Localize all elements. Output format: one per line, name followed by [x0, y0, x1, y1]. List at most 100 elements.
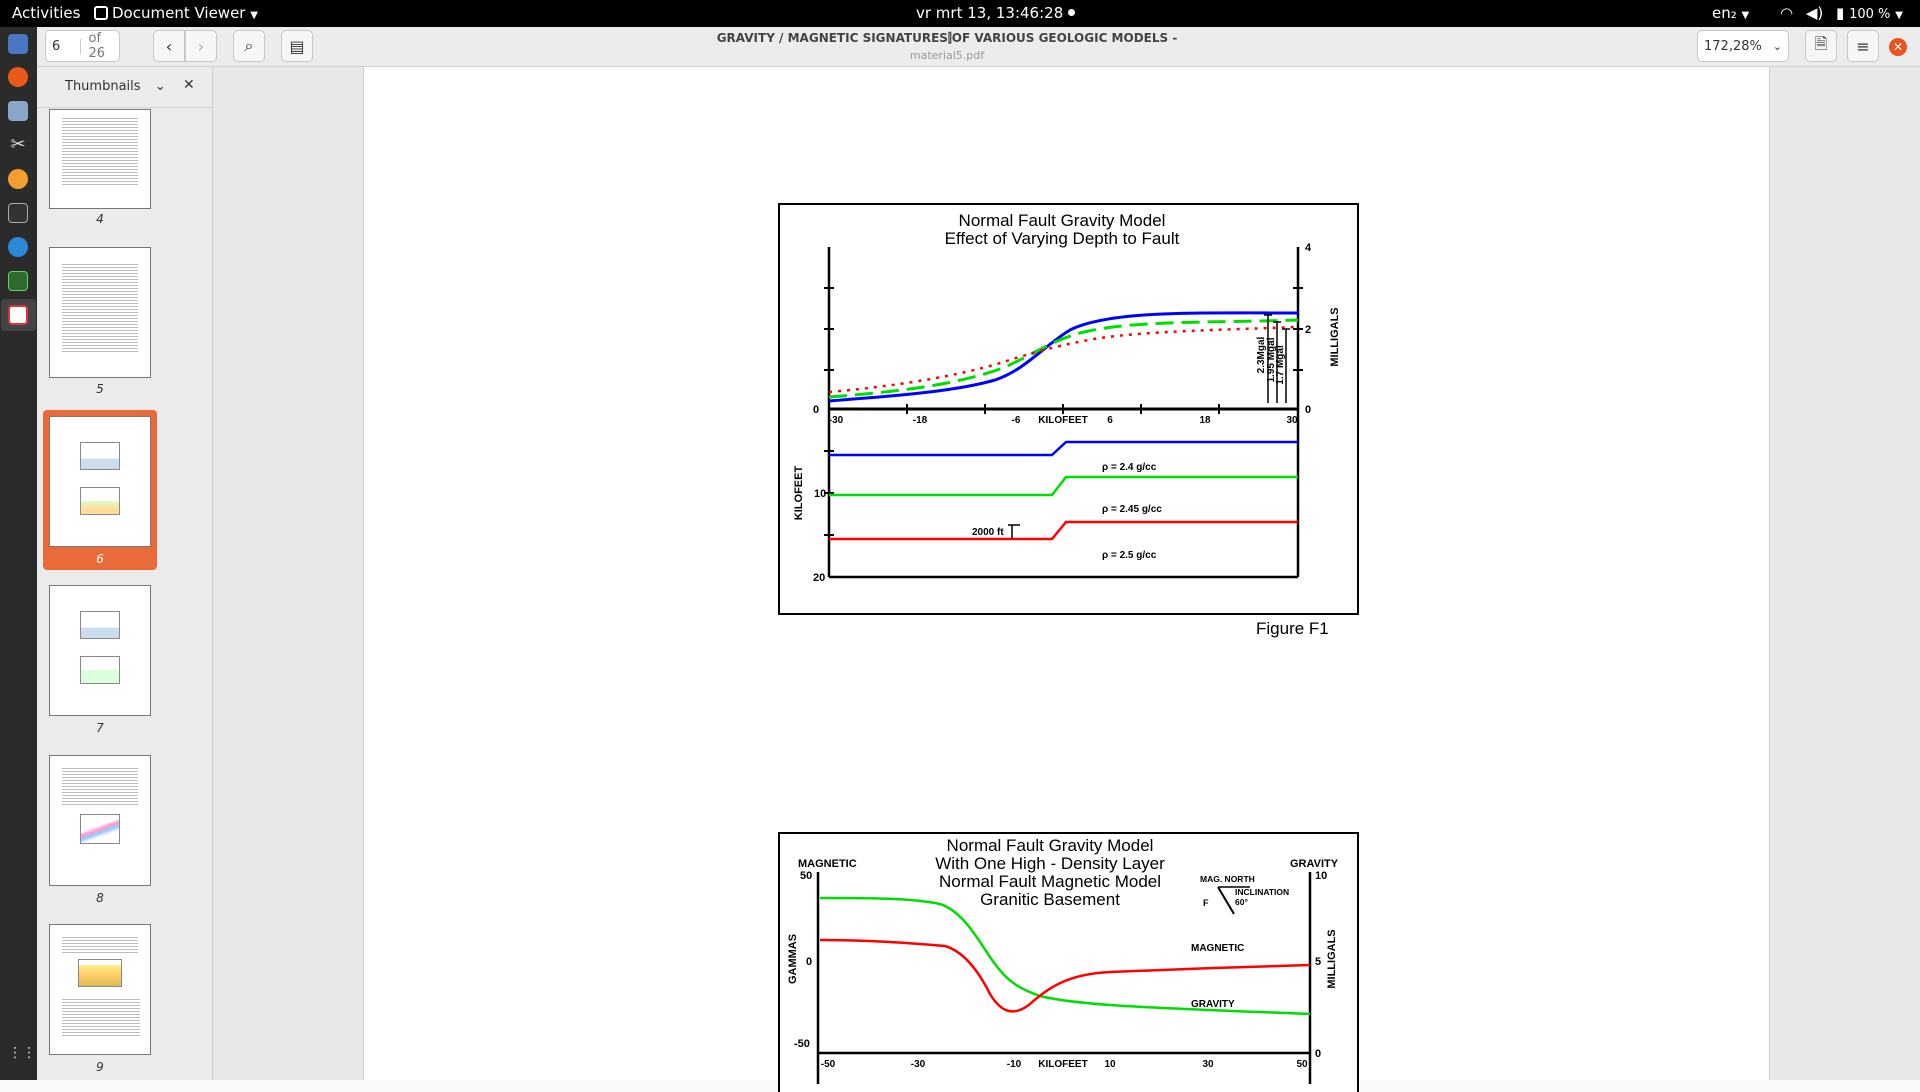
chevron-down-icon: ▼: [1895, 10, 1903, 21]
app-name: Document Viewer: [112, 4, 246, 22]
layer-blue: [829, 440, 1298, 457]
thumbnail-figure: [80, 611, 120, 639]
left-tick-label: -50: [794, 1038, 810, 1050]
magnetic-label: MAGNETIC: [798, 858, 857, 870]
input-source-menu[interactable]: en₂ ▼: [1712, 4, 1749, 22]
sidebar-mode-menu[interactable]: Thumbnails ⌄: [65, 79, 166, 94]
clock[interactable]: vr mrt 13, 13:46:28: [916, 4, 1076, 22]
layer-label: ρ = 2.4 g/cc: [1102, 462, 1157, 473]
left-tick-label: 0: [813, 404, 819, 416]
gravity-curve: [819, 896, 1311, 1016]
activities-button[interactable]: Activities: [12, 4, 81, 22]
system-top-bar: Activities Document Viewer ▼ vr mrt 13, …: [0, 0, 1920, 27]
tools-icon[interactable]: ✂: [10, 134, 26, 155]
clock-text: vr mrt 13, 13:46:28: [916, 4, 1064, 22]
document-view[interactable]: Normal Fault Gravity Model Effect of Var…: [213, 67, 1920, 1092]
left-axis-label: KILOFEET: [793, 466, 805, 521]
main-menu-button[interactable]: ≡: [1847, 30, 1879, 62]
mgal-brackets: [1264, 314, 1290, 403]
search-button[interactable]: ⌕: [233, 30, 265, 62]
x-tick-label: -50: [821, 1059, 836, 1070]
search-icon: ⌕: [244, 36, 254, 55]
thumbnail-page-8[interactable]: [49, 755, 151, 886]
thumbnail-text-block: [62, 262, 138, 354]
figure-f2: Normal Fault Gravity Model With One High…: [778, 832, 1359, 1092]
thumbnail-figure: [80, 814, 120, 844]
files-icon[interactable]: [8, 34, 28, 54]
terminal-icon[interactable]: [8, 203, 28, 223]
figure2-title-line: Normal Fault Magnetic Model: [939, 872, 1161, 891]
right-tick-label: 2: [1305, 324, 1311, 336]
x-axis-label: KILOFEET: [1038, 1059, 1087, 1070]
document-filename: material5.pdf: [909, 49, 985, 62]
system-status-menu[interactable]: ◠ ◀) ▮ 100 % ▼: [1780, 4, 1903, 22]
x-tick-label: 10: [1104, 1059, 1116, 1070]
open-with-button[interactable]: 🗎: [1805, 30, 1837, 62]
document-title: GRAVITY / MAGNETIC SIGNATURES⫿OF VARIOUS…: [716, 31, 1178, 45]
thumbnail-label: 5: [96, 382, 104, 396]
chat-icon[interactable]: [8, 237, 28, 257]
figure1-title: Normal Fault Gravity Model: [959, 211, 1166, 230]
app-icon[interactable]: [8, 169, 28, 189]
x-tick-label: 30: [1202, 1059, 1214, 1070]
close-icon: ✕: [183, 77, 195, 93]
x-tick-label: -18: [913, 415, 928, 426]
right-axis-label: MILLIGALS: [1329, 307, 1341, 366]
right-tick-label: 4: [1305, 242, 1312, 254]
annotation-2000-ft: 2000 ft: [972, 527, 1004, 538]
figure1-subtitle: Effect of Varying Depth to Fault: [945, 229, 1180, 248]
zoom-level: 172,28%: [1704, 38, 1762, 54]
chevron-down-icon: ⌄: [154, 79, 166, 94]
page-number-field[interactable]: 6 of 26: [45, 30, 120, 62]
thumbnail-text-block: [62, 935, 138, 953]
app-menu[interactable]: Document Viewer ▼: [94, 4, 258, 22]
gravity-curve-blue: [828, 311, 1299, 403]
previous-page-button[interactable]: ‹: [153, 30, 185, 62]
document-viewer-dock-icon[interactable]: [8, 305, 28, 325]
x-tick-label: 50: [1296, 1059, 1308, 1070]
layer-label: ρ = 2.5 g/cc: [1102, 550, 1157, 561]
inclination-label: INCLINATION: [1235, 887, 1289, 897]
page-number-input[interactable]: 6: [46, 38, 81, 54]
thumbnail-page-4[interactable]: [49, 109, 151, 209]
next-page-button[interactable]: ›: [185, 30, 217, 62]
annotations-button[interactable]: ▤: [281, 30, 313, 62]
pdf-page: Normal Fault Gravity Model Effect of Var…: [363, 67, 1770, 1092]
thumbnail-figure: [78, 959, 122, 987]
right-tick-label: 0: [1305, 404, 1311, 416]
thumbnail-page-6[interactable]: [49, 416, 151, 547]
page-total: of 26: [88, 31, 106, 61]
software-icon[interactable]: [8, 101, 28, 121]
thumbnail-label: 6: [96, 552, 104, 566]
firefox-icon[interactable]: [8, 67, 28, 87]
thumbnail-page-5[interactable]: [49, 247, 151, 378]
thumbnail-label: 7: [96, 721, 104, 735]
x-tick-label: -30: [829, 415, 844, 426]
system-monitor-icon[interactable]: [8, 271, 28, 291]
mag-north-label: MAG. NORTH: [1200, 874, 1255, 884]
close-sidebar-button[interactable]: ✕: [183, 77, 195, 93]
magnetic-curve-label: MAGNETIC: [1191, 943, 1244, 954]
thumbnail-label: 4: [96, 212, 104, 226]
annotation-2-3-mgal: 2.3Mgal: [1256, 336, 1267, 373]
right-tick-label: 5: [1315, 956, 1321, 968]
thumbnail-figure: [80, 442, 120, 470]
x-tick-label: 18: [1199, 415, 1211, 426]
depth-bracket: [1008, 524, 1020, 539]
close-window-button[interactable]: ✕: [1889, 38, 1907, 56]
thumbnail-text-block: [62, 766, 138, 806]
show-apps-icon[interactable]: ⋮⋮: [8, 1045, 36, 1061]
thumbnail-label: 8: [96, 891, 104, 905]
figure-f1: Normal Fault Gravity Model Effect of Var…: [778, 203, 1359, 615]
thumbnail-page-9[interactable]: [49, 924, 151, 1055]
wifi-icon: ◠: [1780, 4, 1794, 22]
thumbnail-figure: [80, 487, 120, 515]
close-icon: ✕: [1892, 40, 1904, 54]
inclination-arrow: [1217, 886, 1235, 915]
thumbnail-page-7[interactable]: [49, 585, 151, 716]
x-tick-label: -30: [911, 1059, 926, 1070]
sidebar-divider: [37, 107, 213, 108]
zoom-select[interactable]: 172,28% ⌄: [1697, 30, 1789, 62]
right-tick-label: 10: [1315, 870, 1327, 882]
axis-ticks: [824, 287, 1303, 536]
